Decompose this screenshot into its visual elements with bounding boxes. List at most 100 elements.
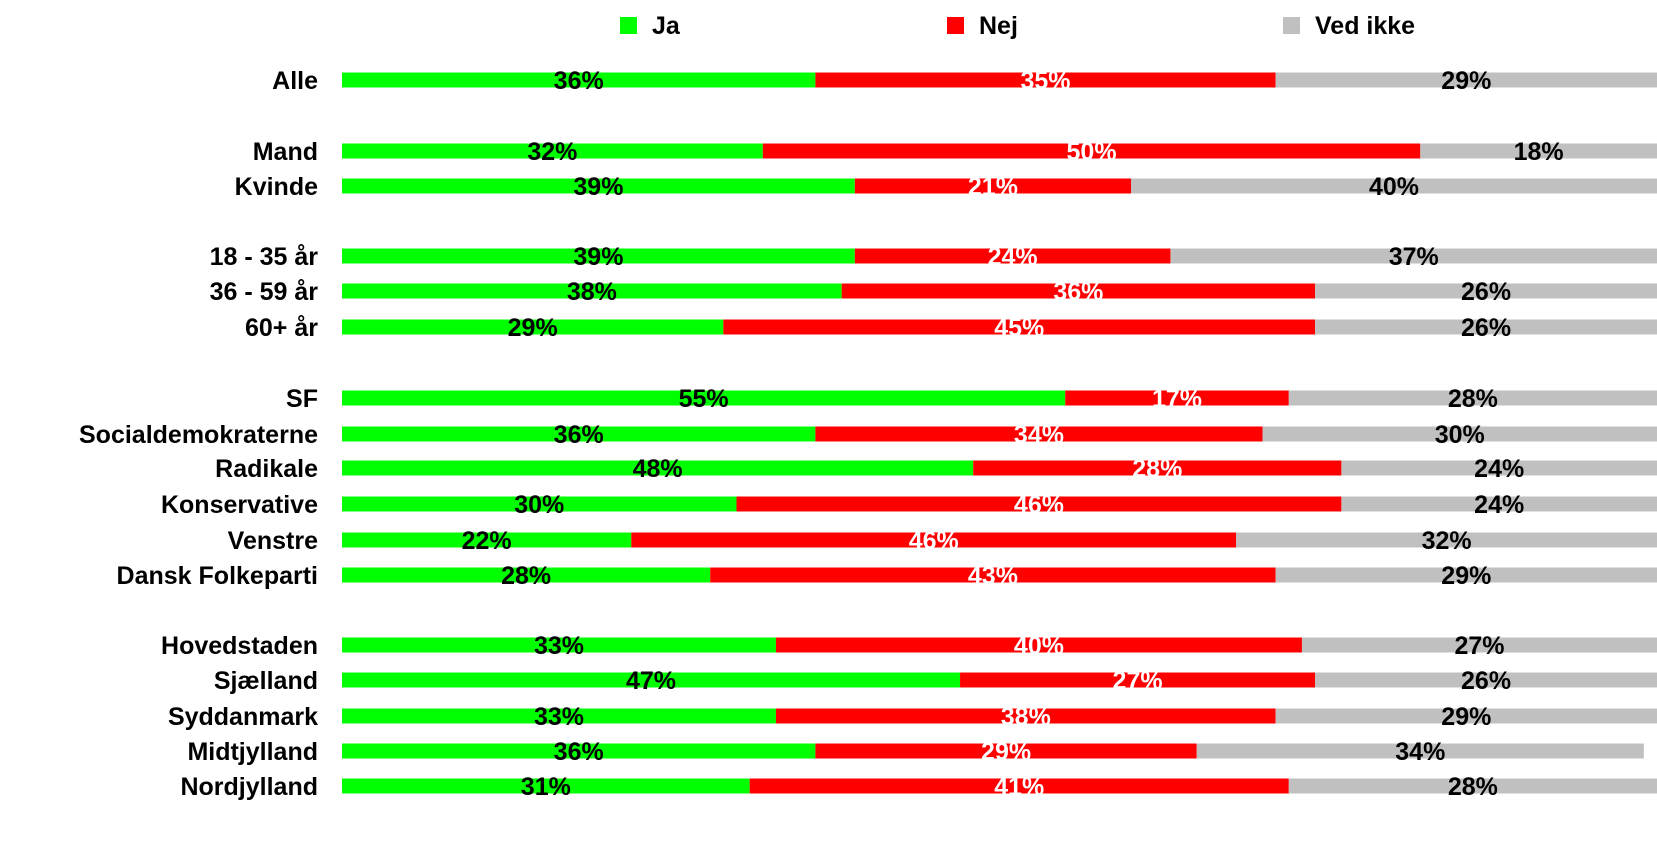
- bar-midtjylland-nej: [815, 743, 1197, 759]
- bar-60-år-nej: [723, 319, 1316, 335]
- bar-18-35-år-ja: [342, 248, 855, 264]
- value-label-36-59-år-ja: 38%: [567, 278, 617, 306]
- bar-konservative-nej: [736, 496, 1342, 512]
- bar-mand-ja: [342, 143, 763, 159]
- value-label-36-59-år-nej: 36%: [1053, 278, 1103, 306]
- row-label-konservative: Konservative: [161, 491, 318, 519]
- bar-hovedstaden-ja: [342, 637, 776, 653]
- value-label-nordjylland-ved-ikke: 28%: [1448, 773, 1498, 801]
- bar-sf-ved-ikke: [1288, 390, 1657, 406]
- bar-sf-nej: [1065, 390, 1289, 406]
- value-label-socialdemokraterne-nej: 34%: [1014, 421, 1064, 449]
- value-label-18-35-år-ja: 39%: [573, 243, 623, 271]
- value-label-kvinde-ved-ikke: 40%: [1369, 173, 1419, 201]
- bar-kvinde-ja: [342, 178, 855, 194]
- row-label-socialdemokraterne: Socialdemokraterne: [79, 421, 318, 449]
- value-label-alle-ja: 36%: [554, 67, 604, 95]
- bar-36-59-år-nej: [841, 283, 1316, 299]
- value-label-nordjylland-ja: 31%: [521, 773, 571, 801]
- value-label-alle-ved-ikke: 29%: [1441, 67, 1491, 95]
- bar-midtjylland-ja: [342, 743, 816, 759]
- bar-36-59-år-ved-ikke: [1315, 283, 1657, 299]
- bar-socialdemokraterne-ved-ikke: [1262, 426, 1657, 442]
- bar-dansk-folkeparti-nej: [710, 567, 1276, 583]
- value-labels: 36% 35% 29% 32% 50% 18% 39% 21% 40% 39% 24% 37% 38% 3…: [462, 67, 1564, 801]
- value-label-venstre-ja: 22%: [462, 527, 512, 555]
- row-label-syddanmark: Syddanmark: [168, 703, 318, 731]
- value-label-dansk-folkeparti-ved-ikke: 29%: [1441, 562, 1491, 590]
- bar-alle-ved-ikke: [1275, 72, 1657, 88]
- value-label-sf-nej: 17%: [1152, 385, 1202, 413]
- value-label-venstre-ved-ikke: 32%: [1422, 527, 1472, 555]
- legend-swatch-ved-ikke: [1283, 17, 1300, 34]
- bar-kvinde-ved-ikke: [1131, 178, 1657, 194]
- value-label-konservative-ja: 30%: [514, 491, 564, 519]
- bar-sjælland-ved-ikke: [1315, 672, 1657, 688]
- bar-nordjylland-nej: [749, 778, 1289, 794]
- legend: Ja Nej Ved ikke: [620, 12, 1415, 40]
- value-label-18-35-år-nej: 24%: [988, 243, 1038, 271]
- value-label-syddanmark-nej: 38%: [1001, 703, 1051, 731]
- bar-socialdemokraterne-ja: [342, 426, 816, 442]
- bar-hovedstaden-nej: [775, 637, 1302, 653]
- bar-konservative-ved-ikke: [1341, 496, 1657, 512]
- value-label-sjælland-ja: 47%: [626, 667, 676, 695]
- bar-alle-ja: [342, 72, 816, 88]
- bar-60-år-ja: [342, 319, 724, 335]
- row-label-dansk-folkeparti: Dansk Folkeparti: [117, 562, 318, 590]
- value-label-konservative-ved-ikke: 24%: [1474, 491, 1524, 519]
- bar-venstre-ved-ikke: [1236, 532, 1657, 548]
- value-label-syddanmark-ja: 33%: [534, 703, 584, 731]
- bar-hovedstaden-ved-ikke: [1301, 637, 1657, 653]
- value-label-60-år-ved-ikke: 26%: [1461, 314, 1511, 342]
- value-label-dansk-folkeparti-ja: 28%: [501, 562, 551, 590]
- value-label-nordjylland-nej: 41%: [994, 773, 1044, 801]
- bar-mand-nej: [762, 143, 1421, 159]
- bar-18-35-år-nej: [854, 248, 1171, 264]
- value-label-venstre-nej: 46%: [909, 527, 959, 555]
- value-label-36-59-år-ved-ikke: 26%: [1461, 278, 1511, 306]
- bar-kvinde-nej: [854, 178, 1131, 194]
- value-label-sf-ved-ikke: 28%: [1448, 385, 1498, 413]
- bar-midtjylland-ved-ikke: [1196, 743, 1644, 759]
- row-label-hovedstaden: Hovedstaden: [161, 632, 318, 660]
- value-label-socialdemokraterne-ved-ikke: 30%: [1435, 421, 1485, 449]
- value-label-60-år-ja: 29%: [508, 314, 558, 342]
- row-label-mand: Mand: [253, 138, 318, 166]
- value-label-sjælland-nej: 27%: [1113, 667, 1163, 695]
- bar-konservative-ja: [342, 496, 737, 512]
- value-label-midtjylland-ja: 36%: [554, 738, 604, 766]
- row-label-alle: Alle: [272, 67, 318, 95]
- row-labels: Alle Mand Kvinde 18 - 35 år 36 - 59 år 60+ år…: [79, 67, 318, 801]
- bar-nordjylland-ved-ikke: [1288, 778, 1657, 794]
- bar-socialdemokraterne-nej: [815, 426, 1263, 442]
- bar-syddanmark-nej: [775, 708, 1276, 724]
- bar-venstre-ja: [342, 532, 632, 548]
- row-label-sf: SF: [286, 385, 318, 413]
- row-label-radikale: Radikale: [215, 455, 318, 483]
- bar-radikale-ja: [342, 460, 974, 476]
- value-label-socialdemokraterne-ja: 36%: [554, 421, 604, 449]
- legend-label-ved-ikke: Ved ikke: [1315, 12, 1415, 40]
- bar-dansk-folkeparti-ved-ikke: [1275, 567, 1657, 583]
- value-label-dansk-folkeparti-nej: 43%: [968, 562, 1018, 590]
- bar-venstre-nej: [631, 532, 1237, 548]
- bar-dansk-folkeparti-ja: [342, 567, 711, 583]
- bar-60-år-ved-ikke: [1315, 319, 1657, 335]
- row-label-sjælland: Sjælland: [214, 667, 318, 695]
- bar-36-59-år-ja: [342, 283, 842, 299]
- value-label-radikale-ja: 48%: [633, 455, 683, 483]
- value-label-hovedstaden-ja: 33%: [534, 632, 584, 660]
- value-label-18-35-år-ved-ikke: 37%: [1389, 243, 1439, 271]
- row-label-venstre: Venstre: [228, 527, 318, 555]
- bar-alle-nej: [815, 72, 1276, 88]
- value-label-konservative-nej: 46%: [1014, 491, 1064, 519]
- value-label-midtjylland-nej: 29%: [981, 738, 1031, 766]
- row-label-36-59-år: 36 - 59 år: [210, 278, 319, 306]
- value-label-alle-nej: 35%: [1021, 67, 1071, 95]
- row-label-nordjylland: Nordjylland: [180, 773, 318, 801]
- bar-radikale-nej: [973, 460, 1342, 476]
- value-label-sjælland-ved-ikke: 26%: [1461, 667, 1511, 695]
- value-label-kvinde-ja: 39%: [573, 173, 623, 201]
